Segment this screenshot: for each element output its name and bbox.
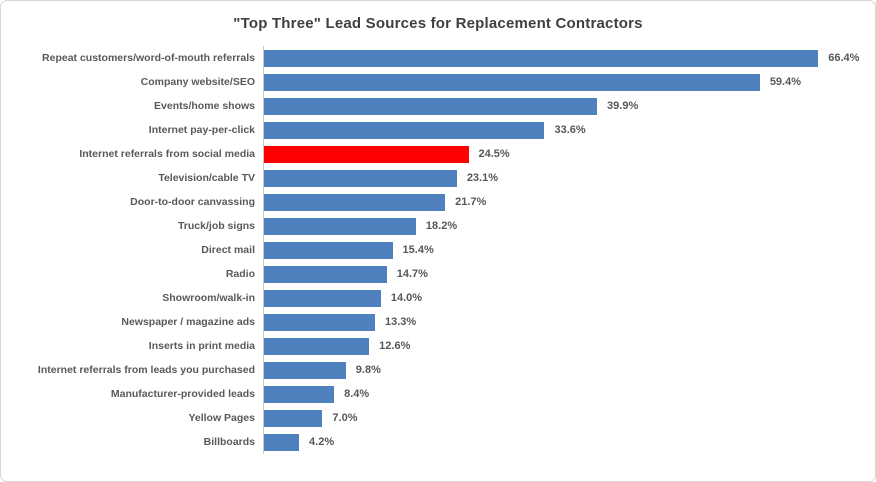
chart-row: Television/cable TV 23.1% (1, 166, 875, 190)
bar (264, 313, 376, 331)
chart-row: Events/home shows 39.9% (1, 94, 875, 118)
chart-row: Inserts in print media 12.6% (1, 334, 875, 358)
chart-row: Yellow Pages 7.0% (1, 406, 875, 430)
value-label: 21.7% (455, 196, 487, 208)
chart-row: Internet referrals from leads you purcha… (1, 358, 875, 382)
bar-track: 39.9% (263, 94, 865, 118)
category-label: Radio (225, 268, 255, 280)
category-label: Television/cable TV (158, 172, 255, 184)
chart-row: Company website/SEO 59.4% (1, 70, 875, 94)
value-label: 9.8% (355, 364, 381, 376)
value-label: 12.6% (379, 340, 411, 352)
chart-row: Radio 14.7% (1, 262, 875, 286)
bar-track: 8.4% (263, 382, 865, 406)
category-label: Manufacturer-provided leads (110, 388, 255, 400)
value-label: 33.6% (554, 124, 586, 136)
chart-row: Showroom/walk-in 14.0% (1, 286, 875, 310)
bar-track: 18.2% (263, 214, 865, 238)
bar (264, 361, 346, 379)
value-label: 13.3% (385, 316, 417, 328)
bar (264, 409, 323, 427)
highlighted-bar (264, 145, 469, 163)
chart-row: Direct mail 15.4% (1, 238, 875, 262)
category-label: Events/home shows (154, 100, 255, 112)
chart-row: Truck/job signs 18.2% (1, 214, 875, 238)
chart-row: Internet referrals from social media 24.5… (1, 142, 875, 166)
bar (264, 433, 300, 451)
value-label: 8.4% (344, 388, 370, 400)
value-label: 7.0% (332, 412, 358, 424)
bar-track: 59.4% (263, 70, 865, 94)
category-label: Direct mail (201, 244, 255, 256)
category-label: Inserts in print media (148, 340, 255, 352)
bar-track: 9.8% (263, 358, 865, 382)
bar (264, 73, 760, 91)
value-label: 23.1% (466, 172, 499, 184)
value-label: 59.4% (769, 76, 802, 88)
plot-area: Repeat customers/word-of-mouth referrals… (1, 46, 875, 454)
bar-track: 23.1% (263, 166, 865, 190)
category-label: Internet referrals from social media (79, 148, 255, 160)
value-label: 24.5% (478, 148, 510, 160)
value-label: 18.2% (425, 220, 458, 232)
chart-row: Billboards 4.2% (1, 430, 875, 454)
category-label: Yellow Pages (188, 412, 255, 424)
bar-track: 12.6% (263, 334, 865, 358)
bar-track: 21.7% (263, 190, 865, 214)
bar (264, 337, 370, 355)
category-label: Showroom/walk-in (162, 292, 255, 304)
category-label: Repeat customers/word-of-mouth referrals (42, 52, 255, 64)
category-label: Company website/SEO (140, 76, 255, 88)
value-label: 66.4% (828, 52, 860, 64)
value-label: 39.9% (607, 100, 639, 112)
chart-row: Internet pay-per-click 33.6% (1, 118, 875, 142)
bar-track: 4.2% (263, 430, 865, 454)
chart-row: Door-to-door canvassing 21.7% (1, 190, 875, 214)
bar (264, 193, 446, 211)
bar-track: 7.0% (263, 406, 865, 430)
bar (264, 265, 387, 283)
value-label: 4.2% (309, 436, 335, 448)
value-label: 14.0% (390, 292, 423, 304)
bar-track: 24.5% (263, 142, 865, 166)
bar (264, 121, 545, 139)
bar-track: 13.3% (263, 310, 865, 334)
category-label: Billboards (203, 436, 255, 448)
bar (264, 241, 393, 259)
category-label: Truck/job signs (177, 220, 255, 232)
category-label: Internet pay-per-click (148, 124, 255, 136)
bar (264, 169, 457, 187)
category-label: Internet referrals from leads you purcha… (37, 364, 255, 376)
bar-track: 15.4% (263, 238, 865, 262)
value-label: 14.7% (396, 268, 428, 280)
bar (264, 49, 819, 67)
bar-track: 14.0% (263, 286, 865, 310)
bar-track: 66.4% (263, 46, 865, 70)
chart-row: Manufacturer-provided leads 8.4% (1, 382, 875, 406)
chart-row: Newspaper / magazine ads 13.3% (1, 310, 875, 334)
bar-track: 14.7% (263, 262, 865, 286)
bar (264, 217, 416, 235)
category-label: Door-to-door canvassing (130, 196, 255, 208)
bar (264, 289, 381, 307)
bar-track: 33.6% (263, 118, 865, 142)
bar (264, 385, 335, 403)
value-label: 15.4% (402, 244, 434, 256)
bar (264, 97, 598, 115)
category-label: Newspaper / magazine ads (121, 316, 255, 328)
chart-title: "Top Three" Lead Sources for Replacement… (233, 15, 643, 32)
chart-row: Repeat customers/word-of-mouth referrals… (1, 46, 875, 70)
